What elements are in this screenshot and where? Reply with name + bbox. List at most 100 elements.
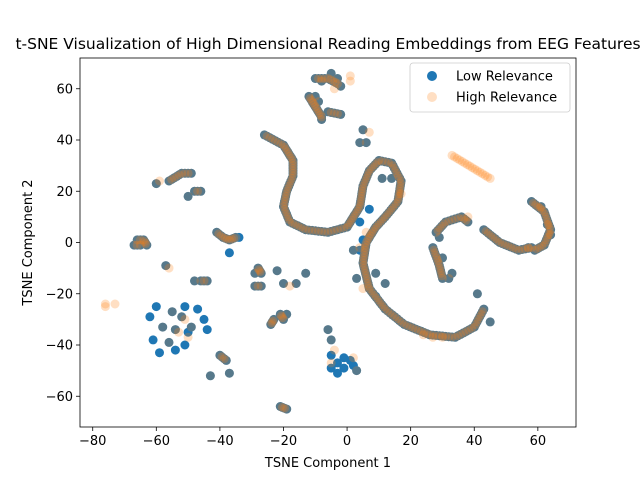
scatter-point bbox=[326, 363, 336, 373]
scatter-point bbox=[371, 291, 381, 301]
scatter-point bbox=[234, 232, 244, 242]
scatter-point bbox=[458, 328, 468, 338]
scatter-point bbox=[539, 207, 549, 217]
scatter-point bbox=[304, 91, 314, 101]
scatter-point bbox=[375, 218, 384, 228]
y-tick-label: 60 bbox=[56, 82, 73, 97]
scatter-point bbox=[183, 327, 193, 337]
scatter-point bbox=[286, 176, 296, 186]
scatter-point bbox=[282, 404, 292, 414]
scatter-point bbox=[283, 212, 293, 222]
scatter-point bbox=[485, 317, 495, 327]
scatter-point bbox=[377, 300, 387, 310]
scatter-point bbox=[520, 244, 530, 254]
scatter-point bbox=[418, 330, 428, 340]
scatter-point bbox=[391, 199, 401, 209]
scatter-point bbox=[262, 131, 272, 141]
scatter-point bbox=[437, 221, 447, 231]
scatter-point bbox=[281, 191, 291, 201]
scatter-point bbox=[310, 102, 320, 112]
scatter-point bbox=[438, 253, 447, 263]
scatter-point bbox=[453, 213, 463, 223]
scatter-point bbox=[342, 222, 352, 232]
scatter-point bbox=[310, 74, 320, 83]
scatter-point bbox=[308, 98, 318, 108]
scatter-point bbox=[364, 204, 374, 214]
scatter-point bbox=[193, 304, 203, 314]
scatter-point bbox=[422, 329, 432, 339]
scatter-point bbox=[386, 205, 396, 215]
scatter-point bbox=[389, 201, 399, 211]
scatter-point bbox=[364, 281, 374, 291]
scatter-point bbox=[275, 309, 285, 319]
scatter-point bbox=[511, 244, 521, 254]
scatter-point bbox=[142, 240, 152, 250]
scatter-point bbox=[479, 304, 489, 314]
scatter-point bbox=[180, 314, 190, 324]
scatter-point bbox=[320, 227, 330, 237]
scatter-point bbox=[282, 404, 292, 414]
scatter-point bbox=[282, 186, 292, 196]
scatter-point bbox=[352, 273, 362, 283]
scatter-point bbox=[431, 227, 441, 237]
scatter-point bbox=[387, 310, 397, 320]
scatter-point bbox=[539, 240, 549, 250]
scatter-point bbox=[434, 261, 444, 271]
scatter-point bbox=[254, 265, 264, 275]
scatter-point bbox=[527, 197, 536, 206]
x-tick-label: 40 bbox=[466, 434, 483, 449]
legend: Low Relevance High Relevance bbox=[409, 62, 571, 113]
scatter-point bbox=[279, 140, 288, 150]
scatter-point bbox=[383, 157, 393, 167]
scatter-point bbox=[132, 235, 142, 245]
scatter-point bbox=[325, 75, 335, 85]
scatter-point bbox=[363, 168, 373, 178]
scatter-point bbox=[355, 243, 365, 253]
scatter-point bbox=[363, 235, 372, 245]
scatter-point bbox=[444, 332, 454, 342]
scatter-point bbox=[326, 350, 336, 360]
scatter-point bbox=[411, 324, 421, 334]
scatter-point bbox=[317, 112, 327, 122]
scatter-point bbox=[129, 240, 139, 250]
scatter-point bbox=[216, 231, 226, 241]
scatter-point bbox=[307, 96, 316, 105]
scatter-point bbox=[224, 368, 234, 378]
scatter-point bbox=[544, 220, 554, 230]
scatter-point bbox=[441, 217, 451, 227]
scatter-point bbox=[359, 263, 369, 273]
scatter-point bbox=[480, 170, 490, 180]
scatter-point bbox=[355, 245, 365, 255]
scatter-point bbox=[161, 261, 171, 271]
scatter-point bbox=[196, 276, 206, 286]
scatter-point bbox=[174, 170, 184, 180]
scatter-point bbox=[395, 184, 405, 194]
scatter-point bbox=[276, 139, 286, 149]
scatter-point bbox=[259, 130, 269, 140]
scatter-point bbox=[444, 273, 454, 283]
scatter-point bbox=[393, 171, 403, 181]
scatter-point bbox=[431, 330, 441, 340]
scatter-point bbox=[438, 273, 447, 283]
scatter-point bbox=[202, 276, 212, 286]
scatter-point bbox=[250, 268, 260, 278]
scatter-point bbox=[457, 157, 467, 166]
scatter-point bbox=[495, 238, 505, 247]
scatter-point bbox=[373, 220, 383, 230]
scatter-point bbox=[288, 218, 297, 228]
scatter-point bbox=[317, 76, 327, 86]
legend-label-low-relevance: Low Relevance bbox=[456, 70, 553, 85]
scatter-point bbox=[328, 76, 338, 86]
scatter-point bbox=[301, 268, 311, 278]
scatter-point bbox=[485, 317, 495, 327]
scatter-point bbox=[542, 214, 552, 224]
scatter-point bbox=[183, 332, 193, 342]
scatter-point bbox=[472, 289, 482, 299]
scatter-point bbox=[269, 314, 279, 324]
scatter-point bbox=[290, 220, 300, 230]
scatter-point bbox=[221, 355, 231, 365]
scatter-point bbox=[333, 74, 342, 83]
scatter-point bbox=[546, 225, 556, 235]
scatter-point bbox=[326, 335, 336, 345]
